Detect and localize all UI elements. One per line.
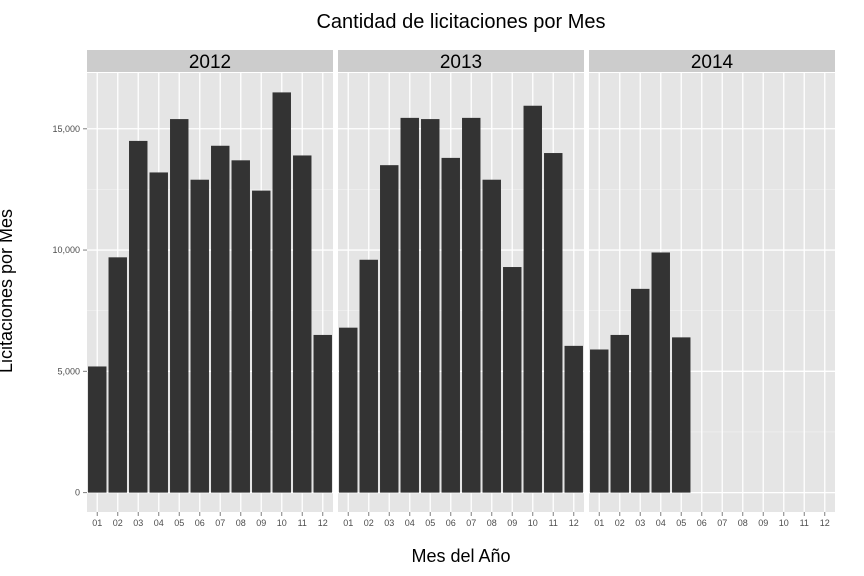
bar-2012-02 — [108, 257, 127, 493]
bar-2013-01 — [339, 327, 358, 493]
x-tick-label: 05 — [676, 518, 686, 528]
x-tick-label: 12 — [820, 518, 830, 528]
x-tick-label: 08 — [487, 518, 497, 528]
x-tick-label: 09 — [758, 518, 768, 528]
x-tick-label: 04 — [154, 518, 164, 528]
y-axis: 0 5,000 10,000 15,000 — [52, 124, 87, 498]
x-tick-label: 09 — [256, 518, 266, 528]
x-tick-label: 08 — [236, 518, 246, 528]
x-tick-label: 02 — [615, 518, 625, 528]
facet-strip — [589, 50, 835, 72]
x-tick-label: 01 — [92, 518, 102, 528]
facet-strip-label: 2014 — [691, 52, 734, 73]
x-tick-label: 03 — [635, 518, 645, 528]
x-tick-label: 05 — [425, 518, 435, 528]
y-tick-label: 0 — [75, 488, 80, 498]
x-tick-label: 09 — [507, 518, 517, 528]
x-tick-label: 10 — [779, 518, 789, 528]
x-tick-label: 12 — [318, 518, 328, 528]
x-tick-label: 12 — [569, 518, 579, 528]
facet-strip-label: 2012 — [189, 52, 231, 73]
bar-2014-01 — [590, 349, 609, 493]
bar-2012-03 — [129, 140, 148, 493]
x-tick-label: 03 — [133, 518, 143, 528]
y-tick-label: 5,000 — [57, 366, 80, 376]
y-tick-label: 10,000 — [52, 245, 80, 255]
bar-2012-12 — [313, 334, 332, 493]
bar-2014-04 — [651, 252, 670, 493]
facet-strip-label: 2013 — [440, 52, 482, 73]
x-tick-label: 11 — [298, 518, 307, 528]
bar-2014-05 — [672, 337, 691, 493]
x-tick-label: 04 — [405, 518, 415, 528]
x-tick-label: 07 — [717, 518, 727, 528]
x-tick-label: 02 — [364, 518, 374, 528]
x-axis-title: Mes del Año — [411, 546, 510, 566]
facet-strip — [338, 50, 584, 72]
bar-2014-03 — [631, 288, 650, 493]
bar-2012-07 — [211, 145, 230, 493]
bar-2013-02 — [359, 259, 378, 493]
x-tick-label: 10 — [277, 518, 287, 528]
x-tick-label: 08 — [738, 518, 748, 528]
x-tick-label: 06 — [195, 518, 205, 528]
bar-2012-06 — [190, 179, 209, 493]
bar-2012-08 — [231, 160, 250, 493]
bar-2013-03 — [380, 165, 399, 493]
y-tick-label: 15,000 — [52, 124, 80, 134]
y-axis-title: Licitaciones por Mes — [0, 209, 16, 373]
bar-2013-12 — [564, 345, 583, 493]
x-tick-label: 01 — [594, 518, 604, 528]
x-tick-label: 10 — [528, 518, 538, 528]
facet-strip — [87, 50, 333, 72]
bar-2013-09 — [503, 267, 522, 493]
x-tick-label: 04 — [656, 518, 666, 528]
bar-2012-01 — [88, 366, 107, 493]
chart-title: Cantidad de licitaciones por Mes — [316, 11, 605, 33]
facet-panel-2012: 2012 01 02 03 04 05 06 07 08 09 10 11 12 — [87, 50, 333, 528]
x-tick-label: 06 — [446, 518, 456, 528]
panel-background — [589, 73, 835, 512]
x-tick-label: 03 — [384, 518, 394, 528]
x-tick-label: 02 — [113, 518, 123, 528]
facet-panels: 2012 01 02 03 04 05 06 07 08 09 10 11 12 2013 01 02 03 04… — [87, 50, 835, 528]
bar-2013-10 — [523, 105, 542, 493]
x-tick-label: 11 — [800, 518, 809, 528]
bar-2013-06 — [441, 157, 460, 493]
bar-2012-04 — [149, 172, 168, 493]
facet-panel-2014: 2014 01 02 03 04 05 06 07 08 09 10 11 12 — [589, 50, 835, 528]
bar-2012-05 — [170, 119, 189, 493]
bar-2012-09 — [252, 190, 271, 493]
x-tick-label: 07 — [215, 518, 225, 528]
x-tick-label: 07 — [466, 518, 476, 528]
bar-2014-02 — [610, 334, 629, 493]
panel-background — [338, 73, 584, 512]
x-tick-label: 06 — [697, 518, 707, 528]
bar-2013-08 — [482, 179, 501, 493]
facet-panel-2013: 2013 01 02 03 04 05 06 07 08 09 10 11 12 — [338, 50, 584, 528]
x-tick-label: 01 — [343, 518, 353, 528]
x-tick-label: 11 — [549, 518, 558, 528]
bar-2013-11 — [544, 153, 563, 493]
panel-background — [87, 73, 333, 512]
bar-2013-05 — [421, 119, 440, 493]
bar-2013-07 — [462, 117, 481, 493]
bar-2012-10 — [272, 92, 291, 493]
bar-2012-11 — [293, 155, 312, 493]
x-tick-label: 05 — [174, 518, 184, 528]
bar-2013-04 — [400, 117, 419, 493]
